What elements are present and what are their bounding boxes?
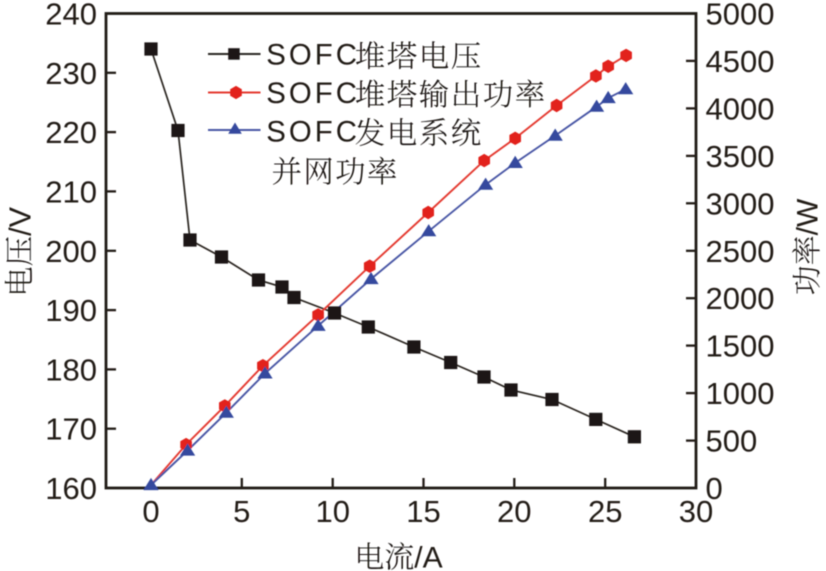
svg-text:15: 15 [406, 494, 440, 529]
svg-text:SOFC: SOFC [266, 77, 360, 110]
svg-text:160: 160 [45, 471, 97, 506]
svg-text:10: 10 [315, 494, 349, 529]
svg-text:230: 230 [45, 56, 97, 91]
svg-text:500: 500 [706, 424, 758, 459]
svg-text:0: 0 [142, 494, 159, 529]
svg-text:1500: 1500 [706, 329, 775, 364]
svg-text:5000: 5000 [706, 0, 775, 32]
svg-text:30: 30 [679, 494, 713, 529]
svg-text:2000: 2000 [706, 281, 775, 316]
svg-text:2500: 2500 [706, 234, 775, 269]
svg-text:180: 180 [45, 352, 97, 387]
svg-text:240: 240 [45, 0, 97, 32]
svg-text:170: 170 [45, 412, 97, 447]
svg-text:SOFC: SOFC [266, 39, 360, 72]
svg-text:1000: 1000 [706, 376, 775, 411]
svg-text:3000: 3000 [706, 186, 775, 221]
svg-text:4000: 4000 [706, 91, 775, 126]
svg-text:/V: /V [3, 206, 37, 235]
svg-text:190: 190 [45, 293, 97, 328]
svg-text:25: 25 [588, 494, 622, 529]
svg-text:/W: /W [792, 198, 825, 235]
svg-text:200: 200 [45, 234, 97, 269]
svg-text:5: 5 [233, 494, 250, 529]
svg-text:3500: 3500 [706, 139, 775, 174]
svg-text:SOFC: SOFC [266, 115, 360, 148]
svg-text:220: 220 [45, 115, 97, 150]
svg-text:0: 0 [706, 471, 723, 506]
svg-text:20: 20 [497, 494, 531, 529]
svg-text:/A: /A [414, 542, 442, 571]
svg-text:4500: 4500 [706, 44, 775, 79]
svg-text:210: 210 [45, 174, 97, 209]
